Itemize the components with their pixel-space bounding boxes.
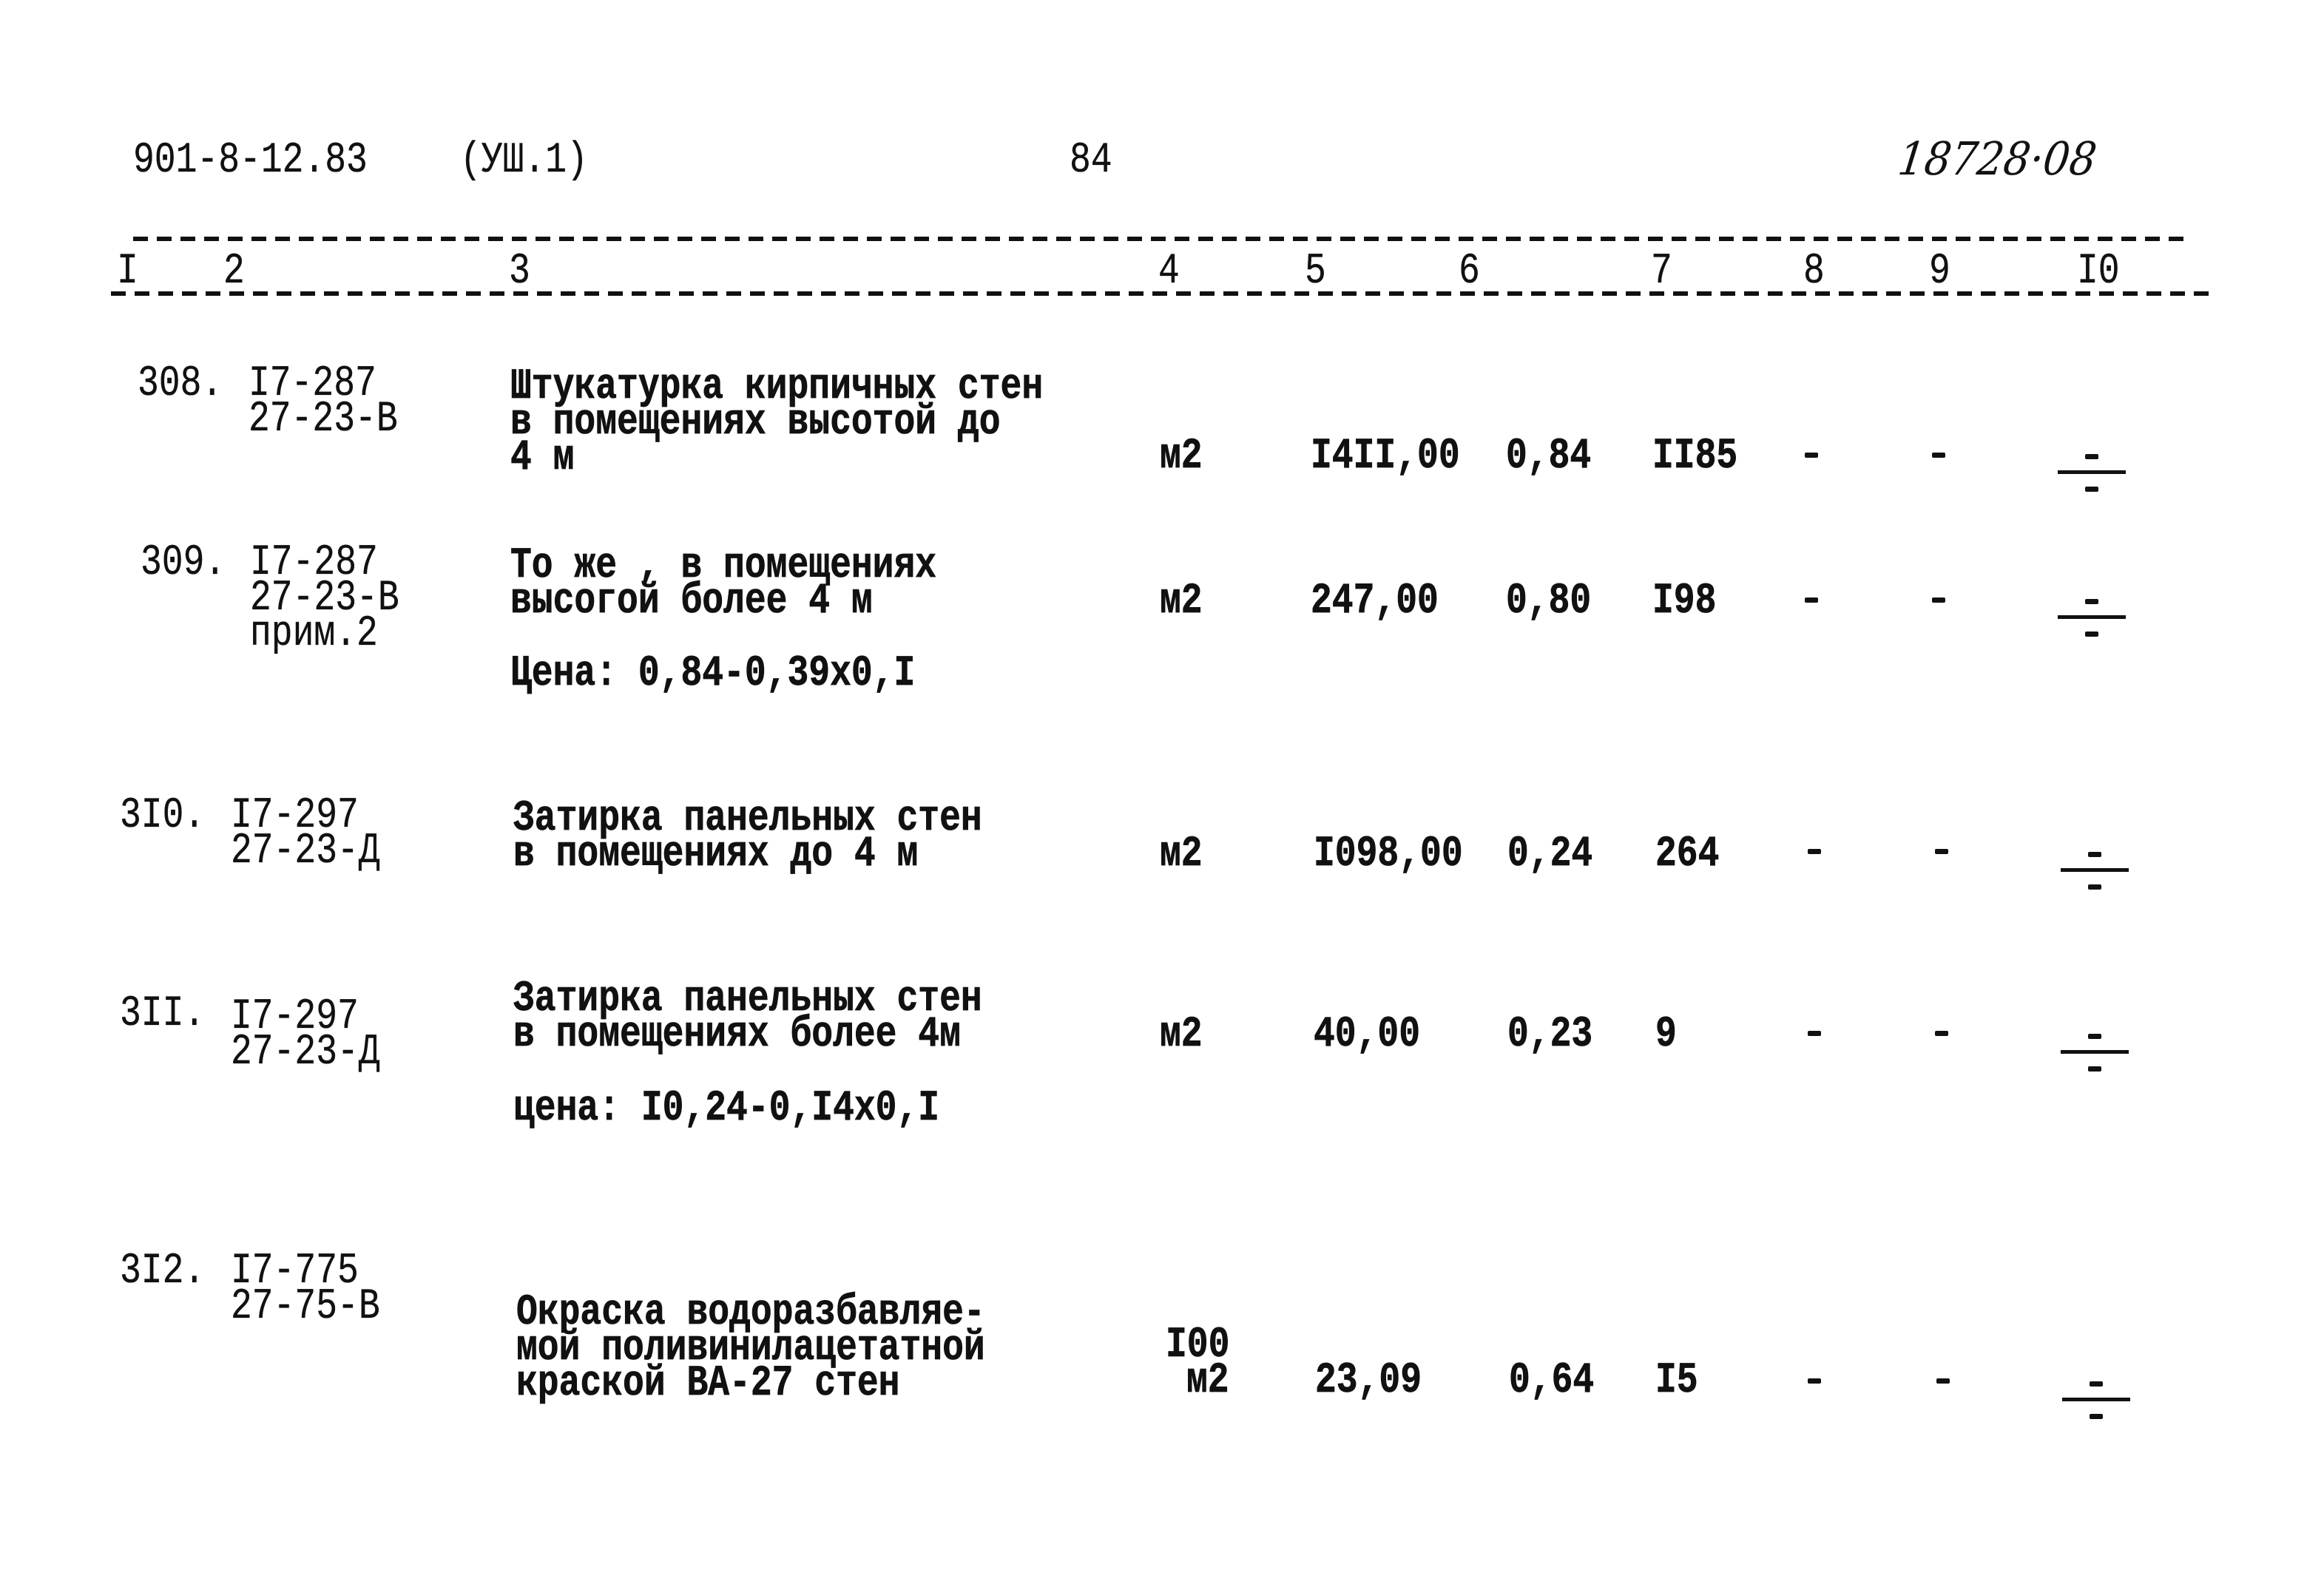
price-note: Цена: 0,84-0,39х0,I xyxy=(510,649,916,699)
fraction-dash-icon xyxy=(2061,852,2129,893)
unit-price: 0,23 xyxy=(1507,1010,1593,1060)
code-line: 27-23-Д xyxy=(231,1028,380,1077)
description-line: высогой более 4 м xyxy=(510,577,873,626)
unit: м2 xyxy=(1186,1356,1229,1406)
quantity: 23,09 xyxy=(1315,1356,1422,1406)
total: 264 xyxy=(1655,830,1720,879)
top-divider xyxy=(133,237,2189,241)
total: II85 xyxy=(1652,432,1738,481)
quantity: I4II,00 xyxy=(1311,432,1460,481)
description-line: в помещениях высотой до xyxy=(510,398,1001,447)
row-number: 3I0. xyxy=(120,791,206,841)
unit-price: 0,84 xyxy=(1506,432,1592,481)
header-divider xyxy=(111,291,2212,296)
dash-col9 xyxy=(1932,453,1945,458)
code-line: 27-23-Д xyxy=(231,827,380,876)
fraction-dash-icon xyxy=(2061,1034,2129,1075)
code-line: I7-297 xyxy=(231,791,359,841)
unit: м2 xyxy=(1160,432,1203,481)
unit-price: 0,80 xyxy=(1506,577,1592,626)
description-line: Затирка панельных стен xyxy=(513,794,982,844)
dash-col8 xyxy=(1808,1031,1821,1036)
description-line: в помещениях более 4м xyxy=(513,1010,962,1060)
description-line: в помещениях до 4 м xyxy=(513,830,919,879)
total: 9 xyxy=(1655,1010,1677,1060)
fraction-dash-icon xyxy=(2062,1381,2130,1423)
code-line: прим.2 xyxy=(250,609,378,659)
total: I98 xyxy=(1652,577,1717,626)
fraction-dash-icon xyxy=(2058,454,2126,495)
col-header-4: 4 xyxy=(1158,247,1180,297)
col-header-5: 5 xyxy=(1305,247,1326,297)
col-header-2: 2 xyxy=(223,247,245,297)
unit-price: 0,24 xyxy=(1507,830,1593,879)
col-header-7: 7 xyxy=(1651,247,1672,297)
dash-col8 xyxy=(1805,453,1818,458)
dash-col9 xyxy=(1936,1378,1950,1384)
row-number: 3I2. xyxy=(120,1247,206,1296)
description-line: Затирка панельных стен xyxy=(513,975,982,1024)
dash-col8 xyxy=(1805,597,1818,603)
col-header-3: 3 xyxy=(509,247,530,297)
section-label: (УШ.1) xyxy=(460,136,588,186)
unit: м2 xyxy=(1160,830,1203,879)
row-number: 308. xyxy=(138,359,223,409)
unit: I00 xyxy=(1166,1321,1230,1370)
unit-price: 0,64 xyxy=(1509,1356,1595,1406)
description-line: Окраска водоразбавляе- xyxy=(516,1288,985,1338)
code-line: I7-775 xyxy=(231,1247,359,1296)
col-header-1: I xyxy=(117,247,138,297)
col-header-6: 6 xyxy=(1459,247,1480,297)
description-line: мой поливинилацетатной xyxy=(516,1324,985,1373)
quantity: 40,00 xyxy=(1314,1010,1421,1060)
document-code: 901-8-12.83 xyxy=(133,136,368,186)
row-number: 309. xyxy=(141,538,226,588)
description-line: Штукатурка кирпичных стен xyxy=(510,362,1044,412)
dash-col8 xyxy=(1808,1378,1821,1384)
dash-col9 xyxy=(1932,597,1945,603)
dash-col9 xyxy=(1935,849,1948,854)
description-line: краской ВА-27 стен xyxy=(516,1359,900,1409)
handwritten-number: 18728·08 xyxy=(1895,133,2100,186)
description-line: То же , в помещениях xyxy=(510,541,937,591)
code-line: I7-287 xyxy=(249,359,376,409)
code-line: I7-287 xyxy=(250,538,378,588)
dash-col8 xyxy=(1808,849,1821,854)
code-line: I7-297 xyxy=(231,992,359,1042)
col-header-9: 9 xyxy=(1929,247,1950,297)
quantity: 247,00 xyxy=(1311,577,1439,626)
dash-col9 xyxy=(1935,1031,1948,1036)
unit: м2 xyxy=(1160,1010,1203,1060)
page-number: 84 xyxy=(1070,136,1112,186)
code-line: 27-23-В xyxy=(249,395,398,444)
description-line: 4 м xyxy=(510,433,575,483)
row-number: 3II. xyxy=(120,989,206,1039)
fraction-dash-icon xyxy=(2058,599,2126,640)
col-header-8: 8 xyxy=(1803,247,1825,297)
code-line: 27-75-В xyxy=(231,1282,380,1332)
code-line: 27-23-В xyxy=(250,574,399,623)
price-note: цена: I0,24-0,I4х0,I xyxy=(513,1084,940,1134)
total: I5 xyxy=(1655,1356,1698,1406)
quantity: I098,00 xyxy=(1314,830,1463,879)
unit: м2 xyxy=(1160,577,1203,626)
col-header-10: I0 xyxy=(2077,247,2120,297)
